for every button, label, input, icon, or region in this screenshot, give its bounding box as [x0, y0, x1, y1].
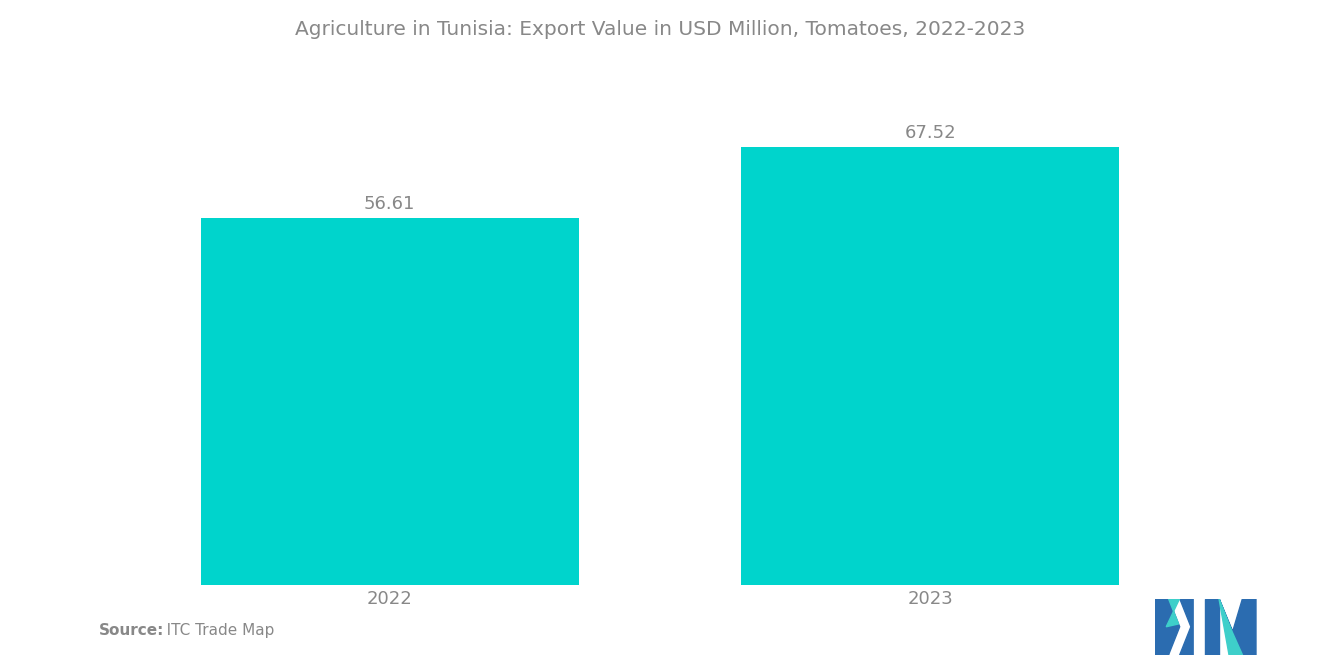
Polygon shape — [1180, 598, 1193, 655]
Text: Agriculture in Tunisia: Export Value in USD Million, Tomatoes, 2022-2023: Agriculture in Tunisia: Export Value in … — [294, 20, 1026, 39]
Bar — [741, 148, 1119, 585]
Text: ITC Trade Map: ITC Trade Map — [152, 623, 275, 638]
Bar — [201, 218, 579, 585]
Polygon shape — [1155, 598, 1168, 655]
Text: Source:: Source: — [99, 623, 165, 638]
Polygon shape — [1155, 598, 1180, 655]
Text: 67.52: 67.52 — [904, 124, 956, 142]
Text: 56.61: 56.61 — [364, 195, 416, 213]
Polygon shape — [1205, 598, 1218, 655]
Polygon shape — [1218, 598, 1257, 655]
Polygon shape — [1167, 598, 1180, 626]
Polygon shape — [1218, 598, 1242, 655]
